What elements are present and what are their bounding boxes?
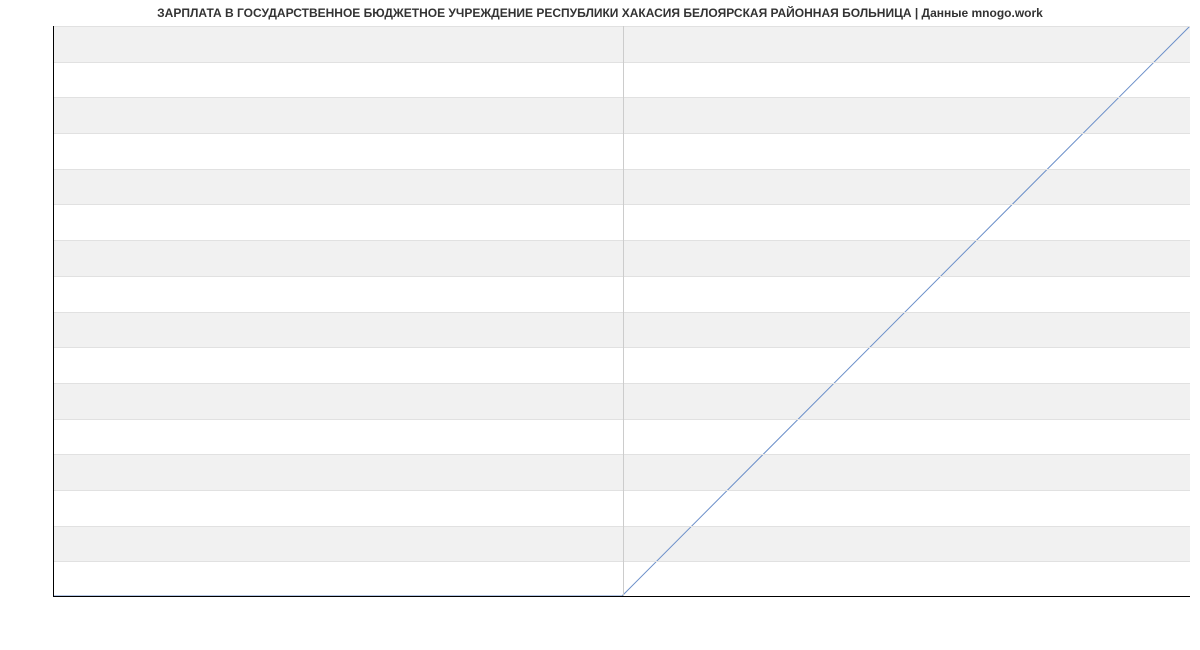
plot-area: 4000040500410004150042000425004300043500… — [53, 26, 1190, 597]
gridline-vertical — [623, 26, 624, 596]
chart-title: ЗАРПЛАТА В ГОСУДАРСТВЕННОЕ БЮДЖЕТНОЕ УЧР… — [0, 6, 1200, 20]
salary-chart: ЗАРПЛАТА В ГОСУДАРСТВЕННОЕ БЮДЖЕТНОЕ УЧР… — [0, 0, 1200, 650]
